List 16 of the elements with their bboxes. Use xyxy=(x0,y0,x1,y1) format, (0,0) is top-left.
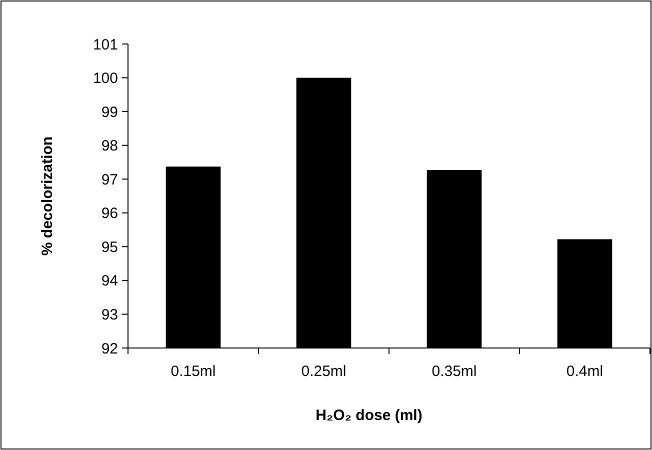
y-tick-label: 95 xyxy=(101,238,118,256)
x-tick-label: 0.15ml xyxy=(170,363,216,380)
y-tick-label: 100 xyxy=(92,70,118,88)
x-tick-label: 0.25ml xyxy=(301,363,346,380)
x-tick-label: 0.4ml xyxy=(566,363,604,380)
y-axis-title: % decolorization xyxy=(39,136,56,256)
y-tick-label: 94 xyxy=(101,272,118,290)
x-axis-title: H₂O₂ dose (ml) xyxy=(316,407,422,424)
y-tick-label: 98 xyxy=(101,138,118,155)
y-tick-label: 93 xyxy=(101,306,118,324)
y-tick-label: 101 xyxy=(92,36,118,54)
y-tick-label: 97 xyxy=(101,171,118,188)
x-tick-label: 0.35ml xyxy=(432,363,477,380)
y-tick-label: 92 xyxy=(101,340,118,358)
y-tick-label: 99 xyxy=(101,104,118,121)
y-tick-label: 96 xyxy=(101,205,118,222)
